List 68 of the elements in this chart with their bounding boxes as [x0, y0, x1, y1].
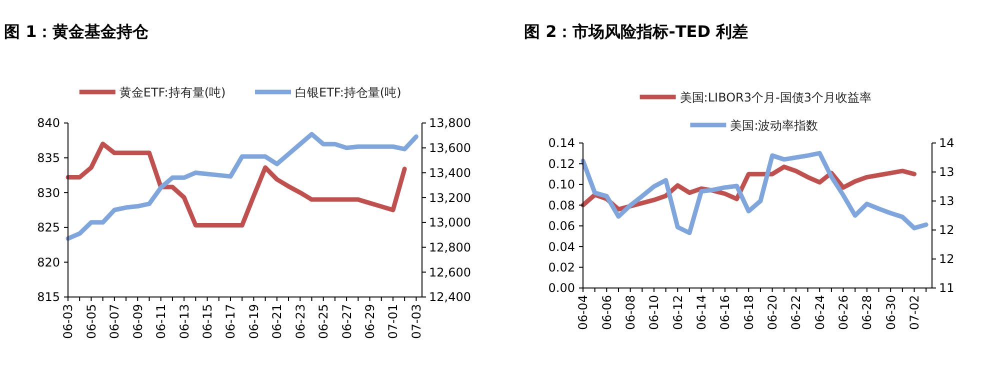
y2-tick-label: 12,800 — [429, 240, 471, 254]
y-tick-label: 835 — [37, 151, 60, 165]
x-tick-label: 06-26 — [836, 295, 850, 330]
x-tick-label: 06-08 — [624, 295, 638, 330]
x-tick-label: 06-22 — [789, 295, 804, 330]
x-tick-label: 07-02 — [907, 295, 922, 330]
y-tick-label: 0.02 — [548, 260, 575, 274]
x-tick-label: 06-06 — [600, 295, 614, 330]
x-tick-label: 06-24 — [812, 295, 827, 330]
y-tick-label: 0.12 — [548, 156, 575, 171]
x-tick-label: 06-14 — [694, 295, 709, 330]
x-tick-label: 06-30 — [884, 295, 898, 330]
y-tick-label: 0.00 — [548, 281, 575, 296]
y-tick-label: 0.10 — [548, 178, 575, 192]
legend-label: 美国:LIBOR3个月-国债3个月收益率 — [680, 90, 872, 104]
y2-tick-label: 13 — [939, 194, 954, 208]
x-tick-label: 06-05 — [84, 304, 98, 339]
y-tick-label: 0.06 — [548, 219, 575, 234]
legend-label: 美国:波动率指数 — [730, 118, 818, 132]
x-tick-label: 06-10 — [647, 295, 662, 330]
y-tick-label: 825 — [37, 220, 60, 235]
x-tick-label: 06-03 — [61, 304, 76, 339]
y-tick-label: 840 — [37, 116, 60, 130]
x-tick-label: 07-01 — [386, 304, 400, 339]
x-tick-label: 06-28 — [860, 295, 874, 330]
x-tick-label: 06-23 — [293, 304, 308, 339]
y2-tick-label: 13 — [939, 165, 954, 180]
x-tick-label: 06-21 — [270, 304, 284, 339]
line-series — [580, 150, 928, 236]
y2-tick-label: 12 — [939, 223, 954, 238]
y2-tick-label: 13,200 — [429, 190, 471, 205]
x-tick-label: 06-27 — [340, 304, 354, 339]
y2-tick-label: 11 — [939, 281, 954, 296]
x-tick-label: 06-13 — [177, 304, 192, 339]
x-tick-label: 06-09 — [130, 304, 145, 339]
x-tick-label: 06-17 — [224, 304, 238, 339]
x-tick-label: 06-07 — [108, 304, 122, 339]
y2-tick-label: 13,600 — [429, 141, 471, 156]
x-tick-label: 06-19 — [246, 304, 261, 339]
y-tick-label: 0.04 — [548, 240, 575, 254]
line-series — [66, 142, 407, 228]
x-tick-label: 06-20 — [765, 295, 780, 330]
y2-tick-label: 13,400 — [429, 166, 471, 180]
x-tick-label: 06-25 — [316, 304, 331, 339]
y-tick-label: 0.14 — [548, 136, 575, 150]
legend-label: 黄金ETF:持有量(吨) — [119, 86, 226, 100]
y-tick-label: 820 — [37, 255, 60, 270]
x-tick-label: 06-18 — [742, 295, 756, 330]
y-tick-label: 815 — [37, 290, 60, 304]
chart-title: 图 2：市场风险指标-TED 利差 — [524, 22, 748, 41]
chart-title: 图 1：黄金基金持仓 — [4, 22, 150, 41]
x-tick-label: 06-15 — [200, 304, 214, 339]
x-tick-label: 06-04 — [576, 295, 590, 330]
x-tick-label: 06-12 — [670, 295, 685, 330]
y-tick-label: 0.08 — [548, 198, 575, 212]
y2-tick-label: 12,600 — [429, 265, 471, 280]
legend-label: 白银ETF:持仓量(吨) — [295, 86, 402, 100]
x-tick-label: 06-29 — [362, 304, 377, 339]
y2-tick-label: 13,000 — [429, 216, 471, 230]
y2-tick-label: 12 — [939, 252, 954, 266]
y2-tick-label: 12,400 — [429, 290, 471, 304]
y2-tick-label: 14 — [939, 136, 954, 150]
x-tick-label: 06-11 — [154, 304, 168, 339]
y-tick-label: 830 — [37, 186, 60, 200]
line-series — [66, 132, 418, 241]
x-tick-label: 07-03 — [409, 304, 424, 339]
y2-tick-label: 13,800 — [429, 116, 471, 130]
x-tick-label: 06-16 — [718, 295, 732, 330]
